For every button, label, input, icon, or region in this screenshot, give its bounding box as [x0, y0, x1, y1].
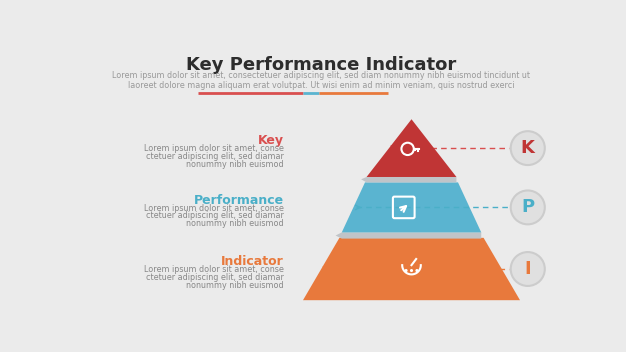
Text: ctetuer adipiscing elit, sed diamar: ctetuer adipiscing elit, sed diamar [146, 273, 284, 282]
Circle shape [511, 252, 545, 286]
Text: P: P [521, 199, 535, 216]
Text: Lorem ipsum dolor sit amet, consectetuer adipiscing elit, sed diam nonummy nibh : Lorem ipsum dolor sit amet, consectetuer… [112, 71, 530, 81]
Polygon shape [336, 232, 481, 239]
Text: nonummy nibh euismod: nonummy nibh euismod [186, 160, 284, 169]
Circle shape [511, 190, 545, 224]
Polygon shape [342, 182, 481, 232]
Circle shape [404, 269, 408, 272]
Circle shape [410, 269, 413, 272]
Text: nonummy nibh euismod: nonummy nibh euismod [186, 281, 284, 290]
Text: Key Performance Indicator: Key Performance Indicator [186, 56, 456, 74]
Text: Performance: Performance [193, 194, 284, 207]
Text: I: I [525, 260, 531, 278]
Text: Lorem ipsum dolor sit amet, conse: Lorem ipsum dolor sit amet, conse [144, 144, 284, 153]
Text: Lorem ipsum dolor sit amet, conse: Lorem ipsum dolor sit amet, conse [144, 203, 284, 213]
Text: Key: Key [258, 134, 284, 147]
Text: ctetuer adipiscing elit, sed diamar: ctetuer adipiscing elit, sed diamar [146, 211, 284, 220]
Text: laoreet dolore magna aliquam erat volutpat. Ut wisi enim ad minim veniam, quis n: laoreet dolore magna aliquam erat volutp… [128, 81, 514, 90]
Polygon shape [303, 238, 520, 300]
Circle shape [511, 131, 545, 165]
Polygon shape [361, 177, 456, 182]
Polygon shape [367, 119, 456, 177]
Circle shape [416, 269, 418, 272]
Text: Indicator: Indicator [221, 255, 284, 268]
Text: nonummy nibh euismod: nonummy nibh euismod [186, 219, 284, 228]
Text: ctetuer adipiscing elit, sed diamar: ctetuer adipiscing elit, sed diamar [146, 152, 284, 161]
Text: Lorem ipsum dolor sit amet, conse: Lorem ipsum dolor sit amet, conse [144, 265, 284, 274]
Text: K: K [521, 139, 535, 157]
